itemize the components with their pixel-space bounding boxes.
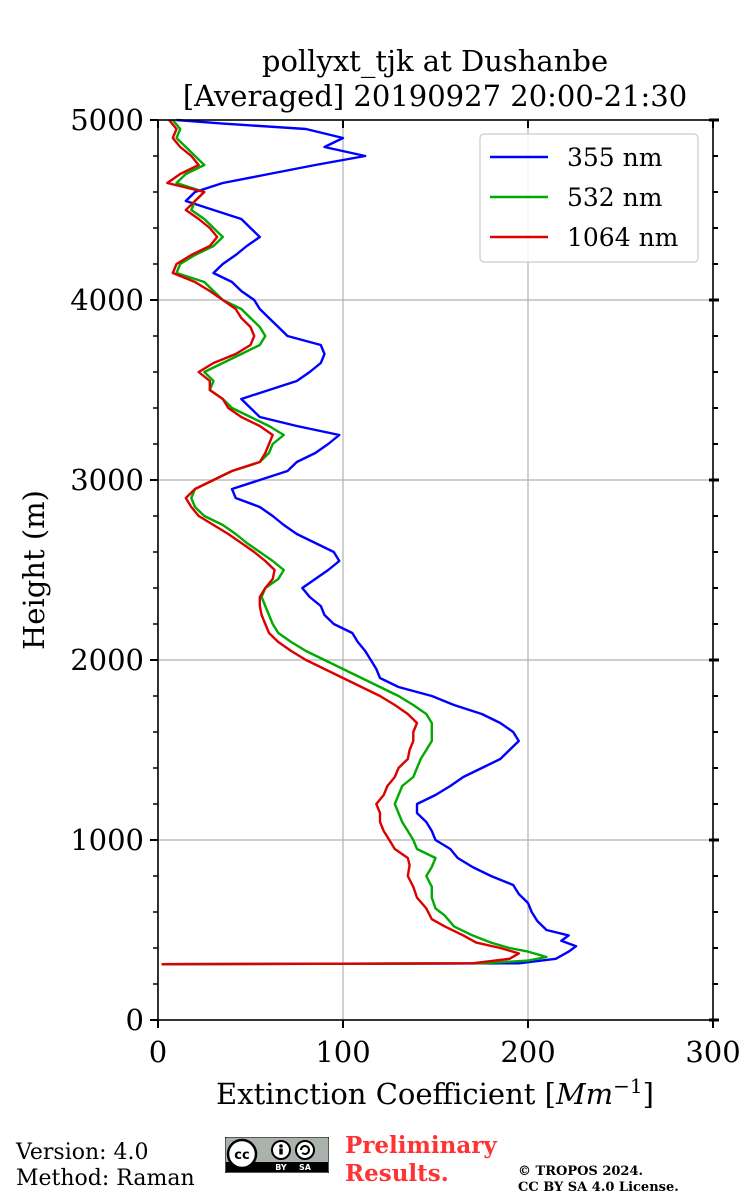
legend-label: 1064 nm bbox=[567, 223, 679, 252]
share-alike-icon bbox=[295, 1140, 315, 1160]
preliminary-results-text: Preliminary Results. bbox=[345, 1132, 497, 1188]
x-tick-label: 200 bbox=[500, 1035, 555, 1069]
version-text: Version: 4.0 bbox=[16, 1140, 149, 1165]
x-tick-label: 100 bbox=[315, 1035, 370, 1069]
series-line-1064-nm bbox=[161, 119, 520, 966]
preliminary-line1: Preliminary bbox=[345, 1132, 497, 1159]
preliminary-line2: Results. bbox=[345, 1160, 449, 1187]
cc-circle-icon bbox=[226, 1138, 258, 1170]
method-text: Method: Raman bbox=[16, 1166, 195, 1191]
y-tick-label: 3000 bbox=[70, 463, 144, 497]
legend-box bbox=[479, 133, 699, 263]
legend: 355 nm 532 nm 1064 nm bbox=[479, 133, 699, 263]
series-line-355-nm bbox=[161, 118, 578, 966]
x-axis-label-text: Extinction Coefficient [ bbox=[216, 1077, 556, 1111]
legend-items: 355 nm 532 nm 1064 nm bbox=[490, 143, 679, 252]
y-tick-label: 2000 bbox=[70, 643, 144, 677]
y-tick-label: 0 bbox=[126, 1003, 144, 1037]
cc-mark-text: cc bbox=[234, 1148, 249, 1163]
chart-title-line2: [Averaged] 20190927 20:00-21:30 bbox=[183, 79, 687, 113]
x-axis-label-unit: Mm bbox=[555, 1077, 613, 1111]
y-tick-label: 1000 bbox=[70, 823, 144, 857]
series-line-532-nm bbox=[161, 119, 548, 966]
cc-sa-label: SA bbox=[299, 1163, 312, 1172]
x-axis-label-exponent: −1 bbox=[613, 1074, 642, 1098]
legend-label: 532 nm bbox=[567, 183, 663, 212]
y-tick-label: 5000 bbox=[70, 103, 144, 137]
copyright-line2: CC BY SA 4.0 License. bbox=[518, 1180, 679, 1195]
legend-label: 355 nm bbox=[567, 143, 663, 172]
copyright-text: © TROPOS 2024. CC BY SA 4.0 License. bbox=[518, 1164, 679, 1196]
x-axis-label-close: ] bbox=[643, 1077, 654, 1111]
chart-title-line1: pollyxt_tjk at Dushanbe bbox=[262, 44, 608, 79]
x-tick-label: 0 bbox=[149, 1035, 167, 1069]
x-axis-label: Extinction Coefficient [Mm−1] bbox=[216, 1074, 654, 1111]
y-tick-label: 4000 bbox=[70, 283, 144, 317]
series-layer bbox=[161, 118, 578, 966]
cc-by-sa-icon: cc BY SA bbox=[225, 1137, 329, 1173]
y-axis-label: Height (m) bbox=[17, 490, 51, 650]
copyright-line1: © TROPOS 2024. bbox=[518, 1164, 644, 1179]
cc-by-label: BY bbox=[275, 1163, 287, 1172]
plot-frame bbox=[157, 119, 714, 1021]
x-tick-label: 300 bbox=[685, 1035, 740, 1069]
